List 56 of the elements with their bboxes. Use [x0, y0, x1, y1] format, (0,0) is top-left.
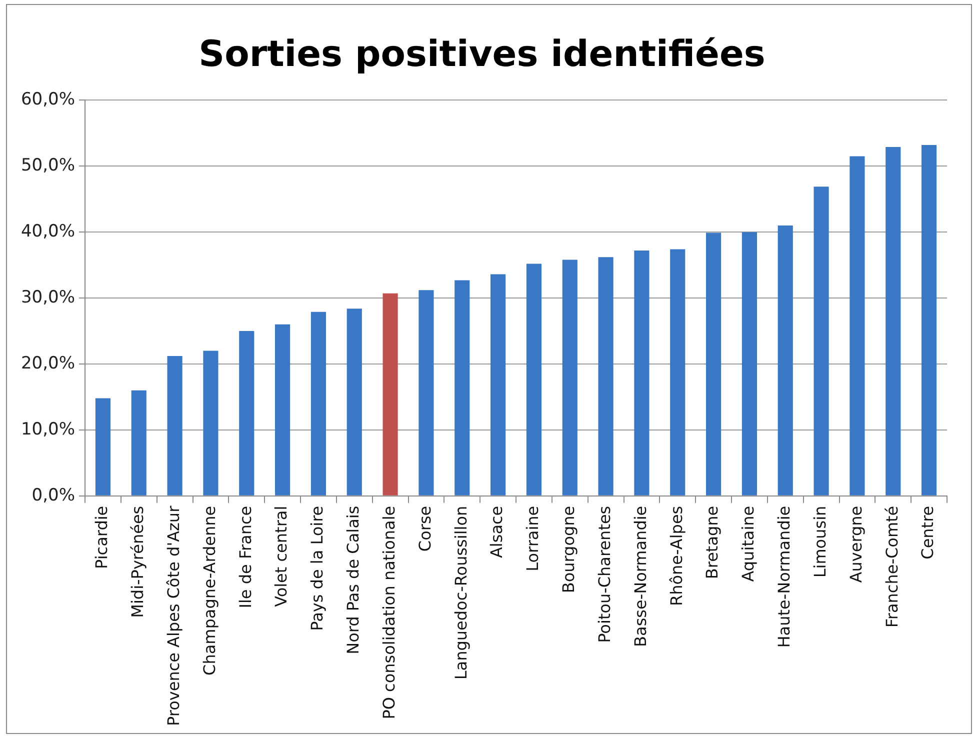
x-tick-label: Corse — [415, 506, 434, 552]
x-tick-label: Midi-Pyrénées — [128, 506, 148, 618]
bar — [526, 264, 542, 496]
bar — [706, 232, 722, 496]
bar — [742, 232, 757, 496]
x-tick-label: Languedoc-Roussillon — [451, 506, 470, 680]
y-tick-label: 40,0% — [20, 222, 76, 242]
y-tick-label: 30,0% — [20, 287, 76, 308]
bar — [850, 156, 865, 496]
bar — [670, 249, 686, 496]
bar — [814, 186, 829, 496]
x-tick-label: Haute-Normandie — [774, 506, 794, 648]
x-tick-label: Aquitaine — [738, 506, 758, 582]
bar — [310, 312, 326, 496]
bar — [239, 330, 254, 496]
bar — [886, 147, 901, 496]
bar — [634, 250, 650, 496]
x-tick-label: Rhône-Alpes — [666, 506, 686, 606]
bar — [203, 350, 218, 496]
x-tick-label: Picardie — [92, 506, 112, 569]
bar — [382, 293, 398, 496]
bar — [275, 324, 290, 496]
bar — [778, 225, 793, 496]
y-tick-label: 20,0% — [20, 353, 76, 374]
x-tick-label: Bourgogne — [559, 506, 578, 594]
x-tick-label: Alsace — [487, 506, 506, 558]
bar — [922, 145, 937, 496]
x-tick-label: Centre — [918, 506, 938, 560]
y-tick-label: 10,0% — [20, 419, 76, 440]
y-tick-label: 60,0% — [20, 90, 76, 110]
bar — [131, 390, 146, 496]
chart-title: Sorties positives identifiées — [198, 34, 766, 75]
x-tick-label: Champagne-Ardenne — [200, 506, 219, 676]
x-tick-label: Poitou-Charentes — [594, 506, 614, 643]
x-tick-label: Volet central — [272, 506, 291, 607]
x-tick-label: Bretagne — [702, 506, 722, 580]
bar — [598, 257, 614, 496]
x-tick-label: Lorraine — [523, 506, 542, 572]
bar — [454, 280, 470, 496]
x-tick-label: Pays de la Loire — [308, 506, 327, 631]
x-tick-label: Provence Alpes Côte d'Azur — [164, 505, 183, 726]
bar — [418, 290, 434, 496]
x-tick-label: Limousin — [810, 506, 830, 578]
x-tick-label: PO consolidation nationale — [379, 506, 398, 720]
bar — [95, 398, 111, 496]
y-tick-label: 50,0% — [20, 156, 76, 176]
x-tick-label: Basse-Normandie — [630, 506, 650, 647]
x-tick-label: Auvergne — [846, 506, 866, 583]
x-tick-label: Nord Pas de Calais — [344, 506, 363, 654]
x-tick-label: Ile de France — [236, 506, 255, 608]
y-tick-label: 0,0% — [32, 485, 76, 506]
bar — [167, 356, 182, 496]
bar — [562, 260, 578, 496]
bar — [490, 274, 506, 496]
bar — [346, 308, 362, 496]
x-tick-label: Franche-Comté — [882, 506, 902, 628]
